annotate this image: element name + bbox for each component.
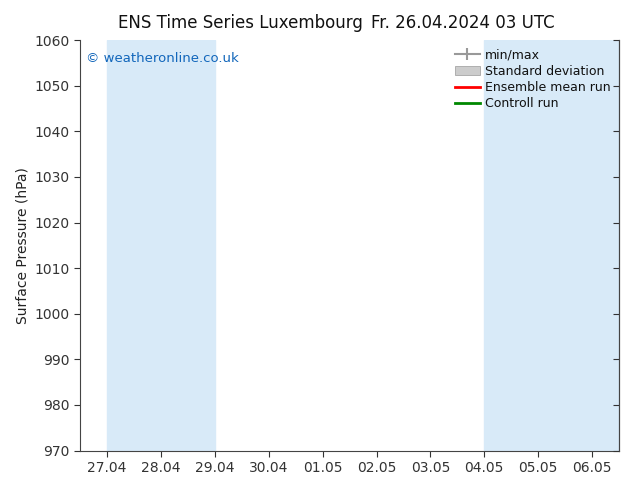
Text: Fr. 26.04.2024 03 UTC: Fr. 26.04.2024 03 UTC xyxy=(371,14,555,32)
Bar xyxy=(161,40,215,451)
Text: © weatheronline.co.uk: © weatheronline.co.uk xyxy=(86,52,238,65)
Bar xyxy=(538,40,592,451)
Text: ENS Time Series Luxembourg: ENS Time Series Luxembourg xyxy=(119,14,363,32)
Legend: min/max, Standard deviation, Ensemble mean run, Controll run: min/max, Standard deviation, Ensemble me… xyxy=(452,47,612,113)
Y-axis label: Surface Pressure (hPa): Surface Pressure (hPa) xyxy=(15,167,29,324)
Bar xyxy=(484,40,538,451)
Bar xyxy=(592,40,634,451)
Bar xyxy=(107,40,161,451)
